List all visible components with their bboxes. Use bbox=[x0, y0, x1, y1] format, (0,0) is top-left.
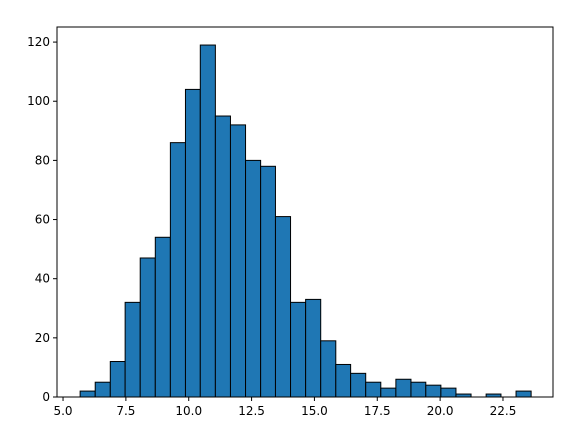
bar bbox=[274, 216, 292, 398]
bar bbox=[440, 387, 457, 398]
y-tick-label: 80 bbox=[35, 153, 50, 167]
y-tick-label: 40 bbox=[35, 272, 50, 286]
x-tick-label: 7.5 bbox=[116, 404, 135, 418]
x-tick-label: 10.0 bbox=[175, 404, 202, 418]
bar bbox=[214, 115, 231, 398]
y-tick-label: 0 bbox=[42, 390, 50, 404]
x-tick-label: 12.5 bbox=[238, 404, 265, 418]
x-tick-label: 15.0 bbox=[301, 404, 328, 418]
bar bbox=[109, 361, 126, 398]
bar bbox=[290, 301, 307, 398]
plot-frame bbox=[56, 26, 554, 398]
x-tick-label: 20.0 bbox=[427, 404, 454, 418]
bar bbox=[350, 372, 367, 398]
bar bbox=[245, 159, 262, 398]
bar bbox=[139, 257, 156, 398]
y-tick-label: 100 bbox=[27, 94, 50, 108]
bar bbox=[260, 165, 276, 398]
y-tick-label: 20 bbox=[35, 331, 50, 345]
bar bbox=[335, 363, 352, 398]
bar bbox=[410, 381, 427, 398]
x-tick-label: 5.0 bbox=[53, 404, 72, 418]
y-tick-label: 120 bbox=[27, 35, 50, 49]
x-tick-label: 17.5 bbox=[364, 404, 391, 418]
bar bbox=[79, 390, 96, 398]
x-tick-label: 22.5 bbox=[490, 404, 517, 418]
bar bbox=[380, 387, 397, 398]
bar bbox=[425, 384, 442, 398]
bar bbox=[229, 124, 247, 398]
bar bbox=[365, 381, 382, 398]
y-tick-label: 60 bbox=[35, 213, 50, 227]
bar bbox=[320, 340, 337, 398]
bar bbox=[94, 381, 111, 398]
bar bbox=[395, 378, 412, 398]
bar bbox=[515, 390, 532, 398]
bar bbox=[184, 88, 201, 398]
bar bbox=[124, 301, 141, 398]
bar bbox=[169, 142, 186, 398]
bar bbox=[305, 298, 322, 398]
bar bbox=[154, 236, 171, 398]
bar bbox=[199, 44, 216, 398]
